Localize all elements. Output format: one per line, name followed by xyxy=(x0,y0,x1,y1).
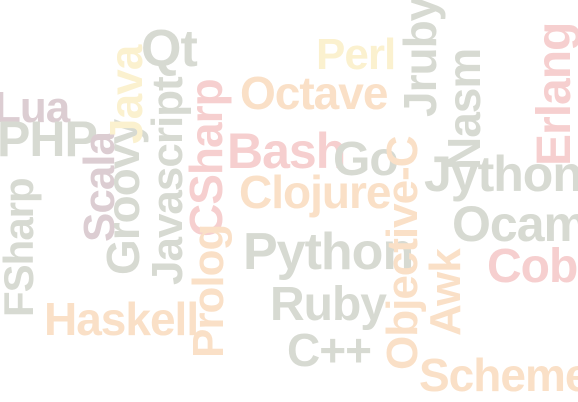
word-jruby: Jruby xyxy=(394,0,446,117)
word-ocaml: Ocaml xyxy=(452,196,578,252)
word-python: Python xyxy=(243,223,414,281)
word-scheme: Scheme xyxy=(419,349,578,401)
word-cpp: C++ xyxy=(287,324,372,376)
word-cobol: Cobol xyxy=(487,240,578,293)
word-bash: Bash xyxy=(227,123,346,179)
word-octave: Octave xyxy=(240,67,388,119)
word-jython: Jython xyxy=(424,146,578,202)
word-lua: Lua xyxy=(0,83,70,132)
word-objective-c: Objective-C xyxy=(378,136,427,370)
word-perl: Perl xyxy=(316,30,396,79)
word-go: Go xyxy=(333,133,399,186)
word-csharp: CSharp xyxy=(180,79,232,237)
word-haskell: Haskell xyxy=(44,293,199,345)
word-awk: Awk xyxy=(421,249,470,336)
word-php: PHP xyxy=(0,111,98,167)
word-erlang: Erlang xyxy=(528,22,578,166)
word-clojure: Clojure xyxy=(239,166,391,218)
word-ruby: Ruby xyxy=(270,278,387,331)
word-fsharp: FSharp xyxy=(0,178,42,317)
word-qt: Qt xyxy=(141,20,198,78)
